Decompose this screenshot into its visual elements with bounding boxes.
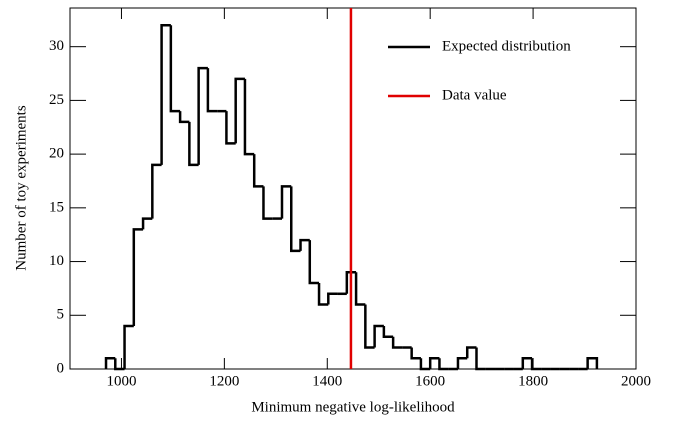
y-tick-label: 10 (49, 253, 64, 269)
y-axis-label: Number of toy experiments (13, 105, 29, 271)
histogram-bin (317, 283, 329, 306)
histogram-bin (290, 186, 301, 253)
histogram-bin (169, 25, 181, 113)
histogram-bin (299, 238, 310, 251)
histogram-bin (252, 154, 264, 188)
y-tick-label: 30 (49, 38, 64, 54)
histogram-bin (178, 111, 190, 124)
histogram-bin (132, 228, 144, 327)
histogram-bin (114, 358, 125, 371)
histogram-bin (354, 272, 366, 306)
histogram-bin (438, 358, 449, 371)
x-axis-label: Minimum negative log-likelihood (251, 399, 455, 415)
histogram-bin (586, 357, 599, 369)
legend-label: Data value (442, 87, 507, 103)
y-tick-label: 15 (49, 199, 64, 215)
y-tick-label: 5 (57, 307, 65, 323)
x-tick-label: 1800 (518, 373, 548, 389)
histogram-bin (419, 358, 431, 371)
histogram-bin (465, 346, 477, 359)
histogram-bin (234, 77, 245, 144)
histogram-bin (262, 186, 273, 220)
histogram-bin (141, 217, 153, 230)
x-tick-label: 1600 (415, 373, 445, 389)
histogram-bin (373, 324, 384, 348)
histogram-bin (327, 292, 338, 305)
x-tick-label: 2000 (621, 373, 651, 389)
histogram-bin (521, 357, 533, 369)
histogram-bin (530, 358, 542, 371)
histogram-bin (104, 357, 116, 369)
histogram-bin (160, 23, 171, 165)
histogram-bin (123, 324, 134, 369)
histogram-bin (151, 163, 162, 219)
legend-label: Expected distribution (442, 38, 571, 54)
histogram-bin (410, 347, 421, 360)
histogram-bin (456, 357, 468, 369)
histogram-bin (428, 357, 440, 369)
histogram-bin (206, 68, 218, 113)
histogram-bin (280, 185, 292, 219)
y-tick-label: 25 (49, 92, 64, 108)
x-tick-label: 1200 (209, 373, 239, 389)
x-tick-label: 1000 (106, 373, 136, 389)
histogram-bin (391, 336, 403, 349)
y-tick-label: 20 (49, 146, 64, 162)
histogram-bin (188, 121, 199, 167)
histogram-bin (197, 66, 208, 165)
histogram-bin (225, 111, 236, 145)
histogram-bin (345, 271, 357, 294)
y-tick-label: 0 (57, 360, 65, 376)
histogram-bin (475, 347, 486, 371)
histogram-bin (382, 326, 394, 339)
plot-frame (69, 7, 637, 370)
x-tick-label: 1400 (312, 373, 342, 389)
histogram-bin (308, 240, 320, 285)
histogram-bin (364, 304, 375, 349)
histogram-bin (243, 78, 255, 156)
